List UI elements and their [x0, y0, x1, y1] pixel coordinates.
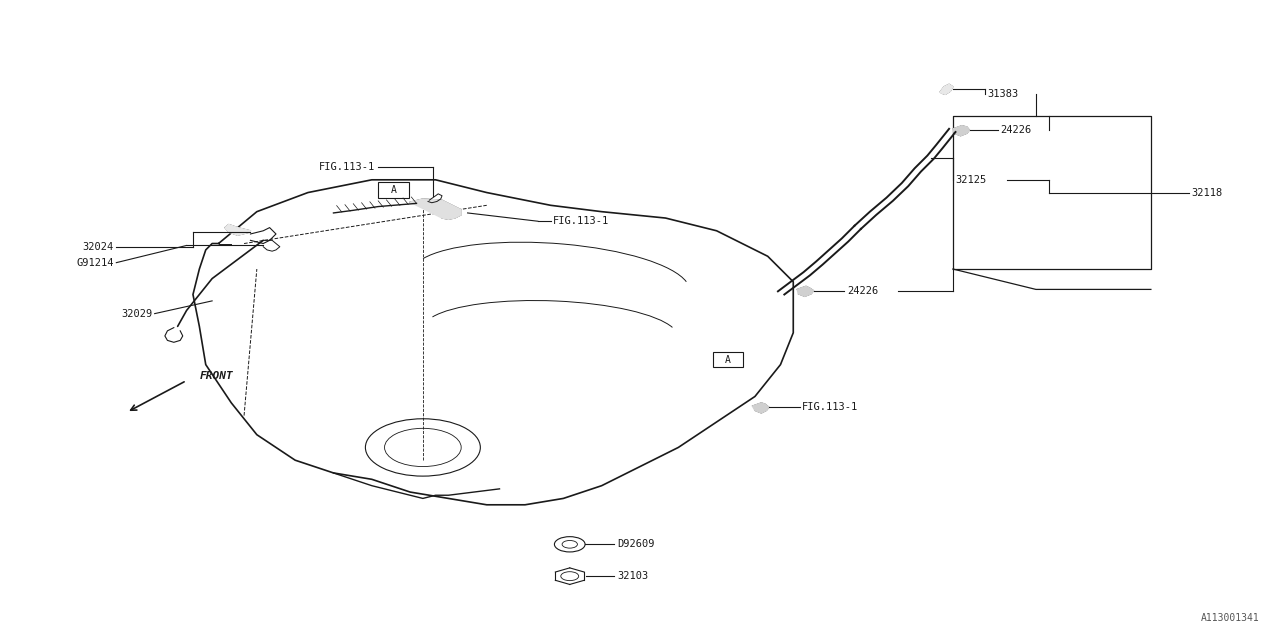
Text: 32125: 32125 [955, 175, 987, 185]
Text: A: A [390, 185, 397, 195]
Text: 32029: 32029 [120, 308, 152, 319]
Text: G91214: G91214 [77, 258, 114, 268]
Polygon shape [753, 403, 769, 413]
Text: FIG.113-1: FIG.113-1 [803, 403, 859, 412]
Text: A: A [726, 355, 731, 365]
Polygon shape [225, 225, 251, 236]
Text: 32024: 32024 [82, 242, 114, 252]
Text: 32118: 32118 [1192, 188, 1222, 198]
Text: A113001341: A113001341 [1201, 612, 1260, 623]
Text: 24226: 24226 [1000, 125, 1032, 135]
Text: 24226: 24226 [847, 285, 878, 296]
Text: D92609: D92609 [617, 540, 654, 549]
Text: FIG.113-1: FIG.113-1 [320, 162, 375, 172]
Text: FIG.113-1: FIG.113-1 [553, 216, 609, 226]
Polygon shape [940, 84, 952, 95]
Text: FRONT: FRONT [200, 371, 233, 381]
Text: 31383: 31383 [987, 89, 1019, 99]
Polygon shape [797, 286, 814, 296]
Polygon shape [952, 125, 969, 136]
Text: 32103: 32103 [617, 571, 648, 581]
Polygon shape [410, 199, 461, 220]
